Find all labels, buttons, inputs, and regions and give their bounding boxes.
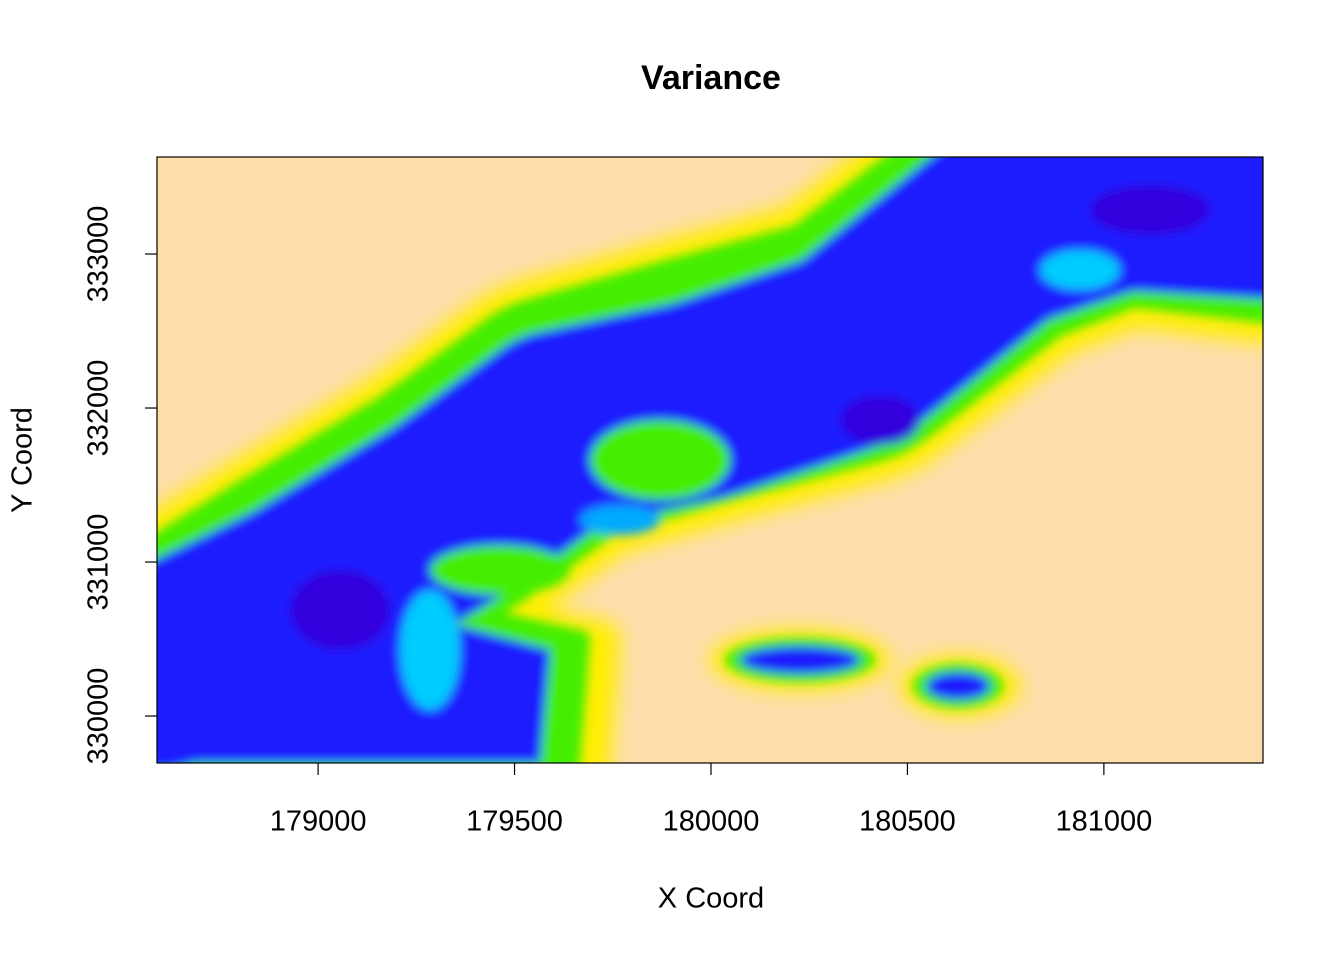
x-tick-label: 179000 — [270, 806, 367, 838]
plot-frame — [156, 156, 1264, 764]
x-tick-label: 179500 — [466, 806, 563, 838]
x-axis-label: X Coord — [658, 883, 764, 915]
y-tick-label: 330000 — [83, 668, 115, 765]
x-tick-label: 181000 — [1055, 806, 1152, 838]
x-tick-label: 180000 — [663, 806, 760, 838]
y-axis-label: Y Coord — [7, 407, 39, 513]
y-tick-label: 331000 — [83, 514, 115, 611]
y-tick-label: 333000 — [83, 206, 115, 303]
y-tick-label: 332000 — [83, 360, 115, 457]
chart-title: Variance — [641, 59, 781, 97]
x-tick-label: 180500 — [859, 806, 956, 838]
raster — [157, 157, 1263, 763]
